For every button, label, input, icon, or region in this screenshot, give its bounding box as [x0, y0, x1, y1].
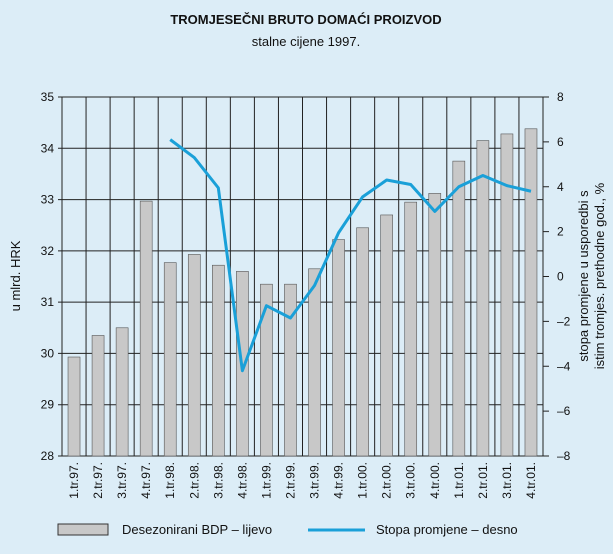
y2-axis-label: stopa promjene u usporedbi s [576, 190, 591, 362]
legend-label: Desezonirani BDP – lijevo [122, 522, 272, 537]
bar [284, 283, 297, 457]
y2-tick-label: –8 [557, 449, 571, 463]
y2-tick-label: –2 [557, 314, 571, 328]
legend-swatch-bar [57, 523, 109, 536]
y-tick-label: 30 [41, 346, 55, 360]
bar [115, 327, 129, 457]
chart-subtitle: stalne cijene 1997. [252, 34, 360, 49]
y-axis-label: u mlrd. HRK [8, 240, 23, 311]
x-tick-label: 4.tr.00. [428, 462, 442, 499]
bar [187, 254, 201, 457]
bar [212, 264, 225, 457]
y2-tick-label: –6 [557, 404, 571, 418]
y2-tick-label: 0 [557, 270, 564, 284]
y-tick-label: 33 [41, 193, 55, 207]
legend-label: Stopa promjene – desno [376, 522, 518, 537]
y-tick-label: 34 [41, 141, 55, 155]
x-tick-label: 2.tr.00. [380, 462, 394, 499]
bar [139, 200, 153, 457]
x-tick-label: 1.tr.98. [163, 462, 177, 499]
x-tick-label: 2.tr.01. [476, 462, 490, 499]
y-tick-label: 35 [41, 90, 55, 104]
y2-tick-label: 4 [557, 180, 564, 194]
y2-axis-label: istim tromjes. prethodne god., % [592, 182, 607, 369]
chart-title: TROMJESEČNI BRUTO DOMAĆI PROIZVOD [170, 12, 441, 27]
x-tick-label: 1.tr.99. [259, 462, 273, 499]
x-tick-label: 4.tr.97. [139, 462, 153, 499]
x-tick-label: 1.tr.97. [67, 462, 81, 499]
bar [476, 140, 490, 457]
y2-tick-label: 2 [557, 225, 564, 239]
y-tick-label: 32 [41, 244, 55, 258]
x-tick-label: 2.tr.99. [283, 462, 297, 499]
x-tick-label: 2.tr.97. [91, 462, 105, 499]
bar [308, 268, 321, 457]
x-tick-label: 1.tr.01. [452, 462, 466, 499]
bar [163, 262, 177, 457]
x-tick-label: 4.tr.99. [332, 462, 346, 499]
bar [524, 128, 538, 457]
y-tick-label: 28 [41, 449, 55, 463]
x-tick-label: 4.tr.01. [524, 462, 538, 499]
y2-tick-label: 6 [557, 135, 564, 149]
x-tick-label: 3.tr.99. [308, 462, 322, 499]
x-tick-label: 3.tr.97. [115, 462, 129, 499]
y-tick-label: 31 [41, 295, 55, 309]
x-tick-label: 3.tr.01. [500, 462, 514, 499]
bar [67, 356, 81, 457]
x-tick-label: 1.tr.00. [356, 462, 370, 499]
bar [380, 214, 393, 457]
bar [500, 133, 514, 457]
x-tick-label: 3.tr.98. [211, 462, 225, 499]
bar [91, 335, 105, 457]
bar [428, 193, 442, 457]
bar [356, 227, 369, 457]
x-tick-label: 4.tr.98. [235, 462, 249, 499]
x-tick-label: 2.tr.98. [187, 462, 201, 499]
bar [404, 201, 418, 457]
line [169, 138, 532, 373]
y-tick-label: 29 [41, 398, 55, 412]
x-tick-label: 3.tr.00. [404, 462, 418, 499]
bar [452, 160, 466, 457]
y2-tick-label: 8 [557, 90, 564, 104]
bar [260, 283, 273, 457]
y2-tick-label: –4 [557, 359, 571, 373]
bar [332, 239, 345, 457]
